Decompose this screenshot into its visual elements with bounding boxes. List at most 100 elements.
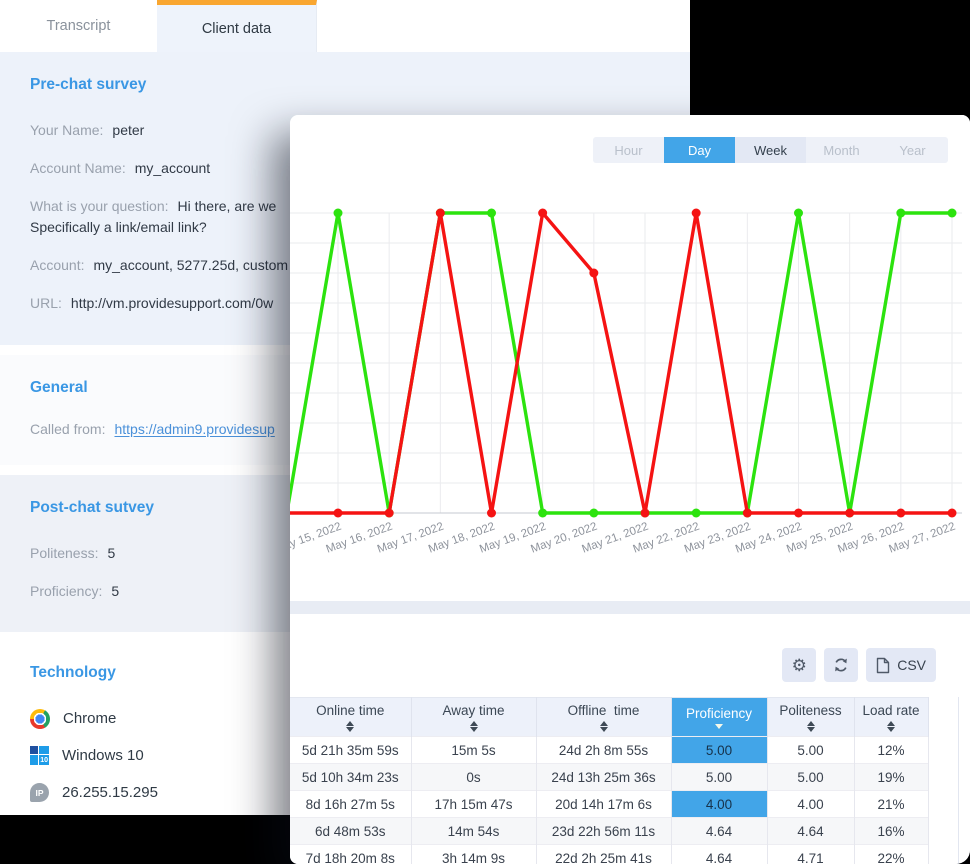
table-cell: 7d 18h 20m 8s (290, 844, 412, 864)
triangle-up (887, 720, 895, 726)
section-title-general: General (30, 379, 88, 396)
chrome-icon (30, 708, 50, 729)
column-header-label: Proficiency (685, 705, 753, 721)
table-cell: 4.64 (671, 817, 768, 845)
range-tab-group: Hour Day Week Month Year (593, 137, 948, 163)
column-header-label: Online time (316, 702, 385, 718)
field-row: Proficiency: 5 (30, 581, 660, 602)
column-header-proficiency[interactable]: Proficiency (671, 697, 768, 737)
sort-both-icon (537, 720, 671, 732)
table-cell: 20d 14h 17m 6s (536, 790, 672, 818)
sort-both-icon (855, 720, 928, 732)
green-series-point (691, 508, 701, 518)
field-row: Called from: https://admin9.providesup (30, 419, 660, 440)
field-value: peter (112, 122, 145, 138)
table-cell: 12% (854, 736, 929, 764)
range-tab-month[interactable]: Month (806, 137, 877, 163)
section-title-technology: Technology (30, 664, 116, 681)
triangle-down (806, 726, 815, 732)
table-cell: 4.64 (671, 844, 768, 864)
table-cell: 0s (411, 763, 537, 791)
field-label: Account: (30, 257, 85, 273)
table-cell: 21% (854, 790, 929, 818)
sort-desc-icon (672, 723, 767, 729)
field-label: Your Name: (30, 122, 104, 138)
table-cell: 16% (854, 817, 929, 845)
table-cell: 22% (854, 844, 929, 864)
table-cell: 24d 2h 8m 55s (536, 736, 672, 764)
triangle-down (599, 726, 608, 732)
tab-label: Client data (201, 20, 272, 37)
red-series-point (589, 268, 599, 278)
technology-label: Windows 10 (62, 747, 144, 764)
stats-table-card: ⚙ CSV Online time Away time Offline time Pro… (290, 614, 970, 864)
table-cell: 3h 14m 9s (411, 844, 537, 864)
column-header-label: Load rate (862, 702, 920, 718)
windows-icon: 10 (30, 746, 49, 765)
export-csv-button[interactable]: CSV (866, 648, 936, 682)
column-header-label: Politeness (779, 702, 842, 718)
sort-both-icon (768, 720, 854, 732)
red-series-point (742, 508, 752, 518)
column-header-label: Offline time (567, 702, 640, 718)
table-cell: 19% (854, 763, 929, 791)
field-value-link[interactable]: https://admin9.providesup (114, 421, 275, 437)
table-scroll-edge[interactable] (958, 697, 959, 864)
green-series-point (333, 208, 343, 218)
column-header-politeness[interactable]: Politeness (767, 697, 855, 737)
field-value: my_account (134, 160, 211, 176)
triangle-down (715, 723, 723, 729)
red-series-point (896, 508, 906, 518)
stats-table: Online time Away time Offline time Proficie… (290, 697, 929, 864)
red-series-point (487, 508, 496, 518)
table-cell: 22d 2h 25m 41s (536, 844, 672, 864)
table-toolbar: ⚙ CSV (782, 648, 936, 682)
field-value: Hi there, are we Specifically a link/ema… (30, 198, 277, 235)
green-series-point (794, 208, 803, 218)
refresh-button[interactable] (824, 648, 859, 682)
table-cell: 5.00 (767, 763, 855, 791)
column-header-load-rate[interactable]: Load rate (854, 697, 929, 737)
field-row: Account: my_account, 5277.25d, custom (30, 255, 660, 276)
chat-tabbar: Transcript Client data (0, 0, 690, 52)
table-row: 7d 18h 20m 8s 3h 14m 9s 22d 2h 25m 41s 4.64… (290, 844, 929, 864)
range-tab-hour[interactable]: Hour (593, 137, 664, 163)
range-tab-year[interactable]: Year (877, 137, 948, 163)
field-value: 5 (107, 545, 116, 561)
green-series-point (538, 508, 548, 518)
field-row: Your Name: peter (30, 120, 660, 141)
table-cell: 5.00 (671, 736, 768, 764)
field-row: What is your question: Hi there, are we S… (30, 196, 660, 238)
column-header-offline-time[interactable]: Offline time (536, 697, 672, 737)
settings-button[interactable]: ⚙ (782, 648, 817, 682)
triangle-up (599, 720, 608, 726)
column-header-online-time[interactable]: Online time (290, 697, 412, 737)
table-cell: 5d 21h 35m 59s (290, 736, 412, 764)
tab-client-data[interactable]: Client data (157, 0, 317, 52)
range-tab-day[interactable]: Day (664, 137, 735, 163)
sort-both-icon (412, 720, 536, 732)
tab-transcript[interactable]: Transcript (0, 0, 157, 52)
csv-button-label: CSV (897, 657, 926, 673)
red-series-point (640, 508, 650, 518)
technology-item: 10 Windows 10 (30, 745, 660, 766)
table-cell: 24d 13h 25m 36s (536, 763, 672, 791)
field-row: Politeness: 5 (30, 543, 660, 564)
table-head: Online time Away time Offline time Proficie… (290, 697, 929, 737)
table-row: 5d 21h 35m 59s 15m 5s 24d 2h 8m 55s 5.00 5.0… (290, 736, 929, 764)
field-row: URL: http://vm.providesupport.com/0w (30, 293, 660, 314)
red-series-point (947, 508, 957, 518)
range-tab-week[interactable]: Week (735, 137, 806, 163)
column-header-away-time[interactable]: Away time (411, 697, 537, 737)
green-series-point (487, 208, 496, 218)
red-series-point (384, 508, 394, 518)
red-series-line (290, 211, 952, 515)
technology-label: 26.255.15.295 (62, 784, 158, 801)
section-title-post-chat: Post-chat sutvey (30, 499, 155, 516)
table-cell: 4.00 (671, 790, 768, 818)
red-series-point (538, 208, 548, 218)
table-cell: 4.64 (767, 817, 855, 845)
triangle-up (806, 720, 815, 726)
